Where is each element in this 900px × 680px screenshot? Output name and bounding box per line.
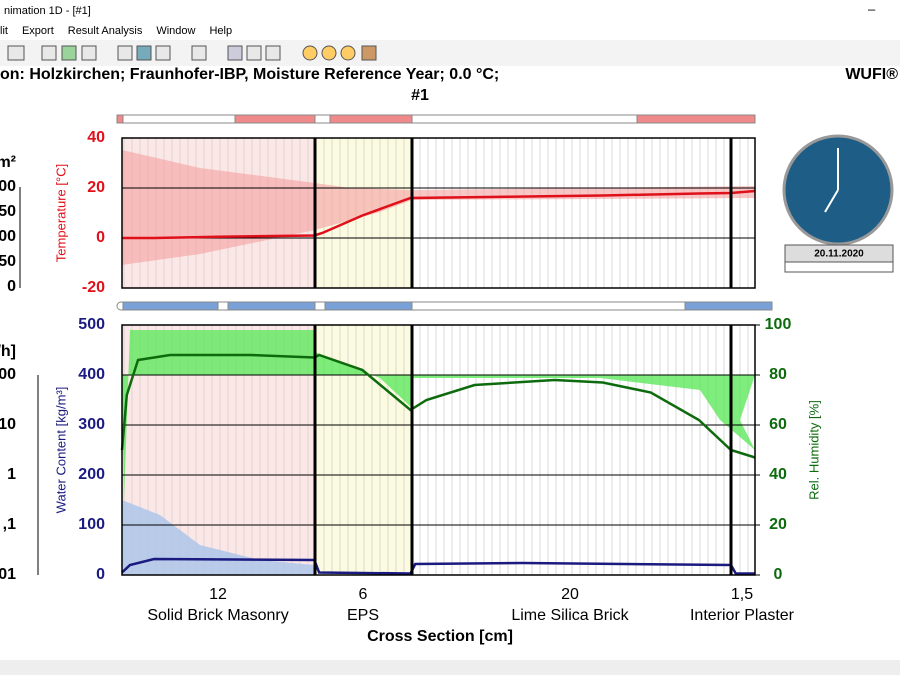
y-tick-label: 100	[78, 516, 105, 533]
water-content-line	[121, 557, 755, 575]
y-axis-title: Water Content [kg/m³]	[53, 387, 68, 514]
menu-item[interactable]: lit	[0, 25, 8, 37]
y-tick-label: 0	[96, 566, 105, 583]
toolbar	[0, 40, 900, 66]
side-axis-label: 00	[0, 366, 16, 383]
window-title: nimation 1D - [#1]	[4, 5, 91, 17]
side-axis-label: 50	[0, 253, 16, 270]
clock	[782, 134, 894, 273]
y-tick-label: 80	[769, 366, 787, 383]
temperature-plot-bg	[122, 138, 755, 288]
toolbar-icons[interactable]	[7, 45, 377, 61]
y-tick-label: 20	[87, 179, 105, 196]
side-axis-label: mm/h]	[0, 343, 16, 360]
y-tick-label: 60	[769, 416, 787, 433]
layer-name: Interior Plaster	[690, 607, 795, 624]
y-tick-label: 500	[78, 316, 105, 333]
y-axis-title: Rel. Humidity [%]	[806, 400, 821, 500]
layer-bar-bottom	[116, 301, 773, 311]
y-tick-label: 0	[774, 566, 783, 583]
side-axis-label: 0	[7, 278, 16, 295]
menu-item[interactable]: Export	[22, 25, 54, 37]
y-axis-title: Temperature [°C]	[53, 164, 68, 262]
side-axis-label: 50	[0, 203, 16, 220]
y-tick-label: 40	[769, 466, 787, 483]
side-axis-label: 10	[0, 416, 16, 433]
y-tick-label: 200	[78, 466, 105, 483]
y-tick-label: 20	[769, 516, 787, 533]
layer-dividers	[313, 138, 733, 575]
y-tick-label: 300	[78, 416, 105, 433]
run-label: #1	[411, 87, 429, 104]
layer-name: Lime Silica Brick	[511, 607, 629, 624]
layer-thickness: 1,5	[731, 586, 753, 603]
header-title: on: Holzkirchen; Fraunhofer-IBP, Moistur…	[0, 66, 499, 83]
y-tick-label: -20	[82, 279, 105, 296]
side-axis-label: 01	[0, 566, 16, 583]
side-axis-label: 00	[0, 178, 16, 195]
layer-thickness: 12	[209, 586, 227, 603]
status-bar	[0, 660, 900, 675]
layer-thickness: 20	[561, 586, 579, 603]
menu-item[interactable]: Result Analysis	[68, 25, 143, 37]
x-axis-title: Cross Section [cm]	[367, 628, 513, 645]
y-tick-label: 100	[765, 316, 792, 333]
brand: WUFI®	[845, 66, 898, 83]
menu-item[interactable]: Window	[156, 25, 195, 37]
clock-date: 20.11.2020	[814, 249, 864, 260]
temperature-plot-frame	[121, 137, 756, 289]
side-axis-label: W/m²	[0, 154, 16, 171]
moisture-plot-frame	[121, 324, 756, 576]
side-axis-label: ,1	[3, 516, 16, 533]
moisture-plot-bg	[122, 325, 755, 575]
layer-bar-top	[116, 114, 756, 124]
menu-item[interactable]: Help	[209, 25, 232, 37]
y-tick-label: 400	[78, 366, 105, 383]
title-bar	[0, 0, 900, 22]
temperature-line	[122, 189, 756, 240]
side-axis-label: 1	[7, 466, 16, 483]
layer-thickness: 6	[359, 586, 368, 603]
menu-bar	[0, 22, 900, 38]
minimize-button[interactable]: –	[868, 1, 876, 16]
side-axis-label: 00	[0, 228, 16, 245]
layer-name: Solid Brick Masonry	[147, 607, 288, 624]
layer-name: EPS	[347, 607, 379, 624]
y-tick-label: 0	[96, 229, 105, 246]
y-tick-label: 40	[87, 129, 105, 146]
rel-humidity-line	[120, 353, 756, 459]
